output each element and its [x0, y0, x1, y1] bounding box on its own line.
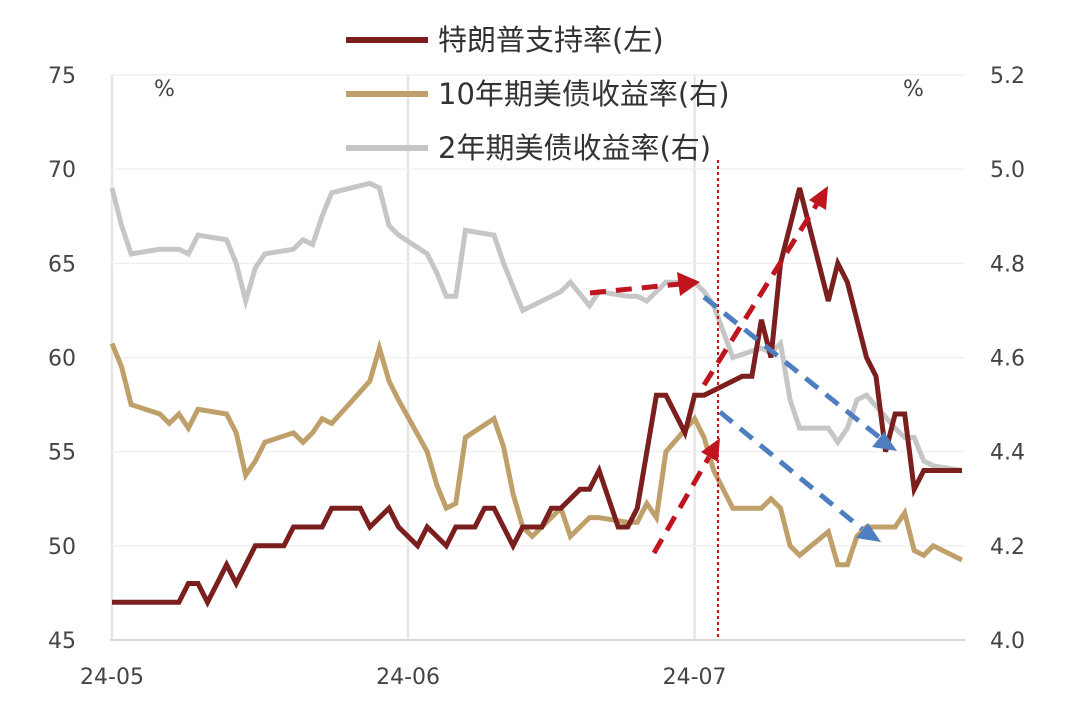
y-left-tick-label: 45	[48, 629, 76, 654]
y-left-axis: 45 50 55 60 65 70 75	[48, 64, 76, 654]
x-axis: 24-05 24-06 24-07	[80, 665, 727, 690]
y-left-tick-label: 50	[48, 535, 76, 560]
y-left-tick-label: 70	[48, 158, 76, 183]
y-right-tick-label: 4.6	[990, 347, 1025, 372]
trend-arrow-2y-flat	[589, 281, 681, 296]
trend-arrow-10y-down	[718, 410, 864, 531]
y-left-tick-label: 65	[48, 252, 76, 277]
y-left-tick-label: 55	[48, 441, 76, 466]
y-right-tick-label: 4.8	[990, 252, 1025, 277]
trend-arrow-10y-up	[651, 455, 712, 555]
y-right-tick-label: 5.2	[990, 64, 1025, 89]
x-tick-label: 24-05	[80, 665, 144, 690]
legend-item: 2年期美债收益率(右)	[346, 131, 711, 165]
trend-arrow-approval-up-head	[809, 186, 828, 210]
y-right-tick-label: 4.0	[990, 629, 1025, 654]
y-right-axis: 4.0 4.2 4.4 4.6 4.8 5.0 5.2	[990, 64, 1025, 654]
trend-arrow-10y-down-head	[856, 523, 881, 542]
trend-arrow-10y-up-head	[701, 438, 720, 462]
y-right-tick-label: 5.0	[990, 158, 1025, 183]
trend-arrow-approval-up	[701, 202, 820, 387]
legend: 特朗普支持率(左) 10年期美债收益率(右) 2年期美债收益率(右)	[346, 23, 730, 165]
legend-label: 2年期美债收益率(右)	[438, 131, 711, 165]
series-line-1	[109, 339, 964, 568]
legend-item: 特朗普支持率(左)	[346, 23, 664, 57]
legend-label: 10年期美债收益率(右)	[438, 77, 730, 111]
series-line-0	[112, 187, 962, 608]
series-layer	[109, 180, 964, 608]
x-tick-label: 24-07	[663, 665, 727, 690]
x-tick-label: 24-06	[376, 665, 440, 690]
series-line-2	[109, 180, 963, 473]
legend-item: 10年期美债收益率(右)	[346, 77, 730, 111]
y-right-unit: %	[903, 77, 924, 102]
trend-arrow-2y-down	[702, 295, 881, 439]
legend-label: 特朗普支持率(左)	[438, 23, 664, 57]
y-left-tick-label: 75	[48, 64, 76, 89]
y-left-unit: %	[154, 77, 175, 102]
trend-arrow-2y-down-head	[872, 432, 897, 451]
y-right-tick-label: 4.4	[990, 441, 1025, 466]
y-right-tick-label: 4.2	[990, 535, 1025, 560]
trend-arrow-2y-flat-head	[677, 272, 700, 296]
y-left-tick-label: 60	[48, 347, 76, 372]
grid	[110, 74, 965, 641]
trend-arrows	[589, 186, 897, 555]
